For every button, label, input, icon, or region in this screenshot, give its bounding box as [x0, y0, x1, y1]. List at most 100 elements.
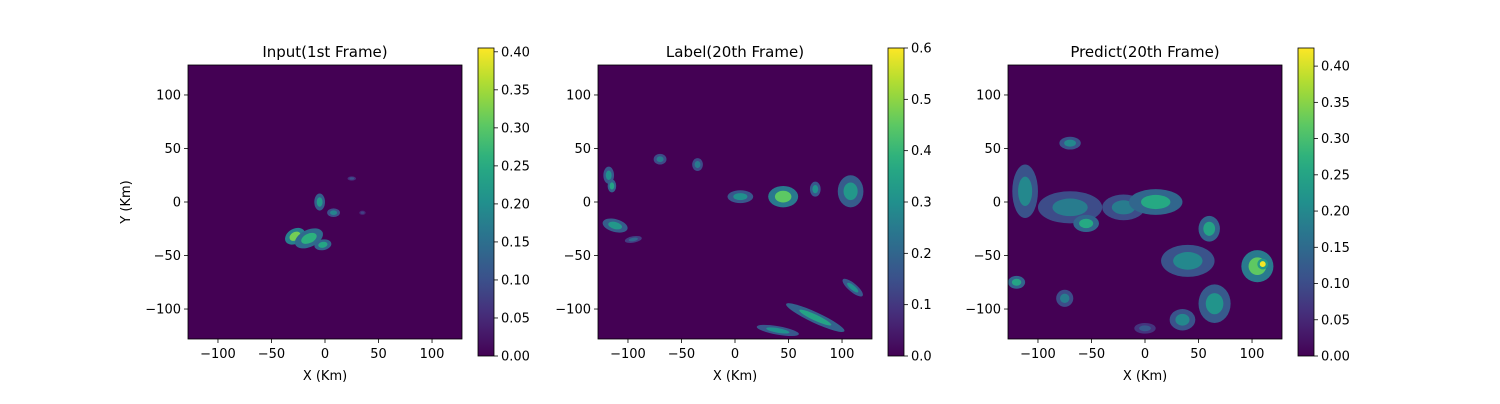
colorbar-tick-label: 0.25 [1321, 168, 1350, 183]
colorbar-tick-label: 0.0 [911, 350, 932, 365]
heatmap-cell-core [628, 237, 638, 242]
colorbar-tick-label: 0.30 [1321, 132, 1350, 147]
subplot-1: −100 −50 0 50 100 −100 −50 0 50 100 Input(1st Fram… [119, 43, 530, 384]
colorbar-tick-label: 0.25 [501, 159, 530, 174]
x-tick-label: −50 [1078, 347, 1105, 362]
heatmap-cell-core [1203, 221, 1216, 236]
colorbar-tick-label: 0.20 [501, 197, 530, 212]
subplot-title: Label(20th Frame) [666, 43, 804, 61]
y-tick-label: −50 [564, 249, 591, 264]
y-tick-label: 100 [156, 88, 181, 103]
heatmap-cell-core [1018, 176, 1033, 207]
heatmap-cell-core [360, 211, 365, 214]
x-tick-label: 0 [731, 347, 739, 362]
heatmap-cell-core [1064, 139, 1076, 147]
x-tick-label: 100 [420, 347, 445, 362]
colorbar-tick-label: 0.35 [501, 83, 530, 98]
colorbar-tick-label: 0.3 [911, 196, 932, 211]
heatmap-cell-core [1139, 325, 1151, 332]
heatmap-cell-core [316, 197, 323, 207]
heatmap-cell-core [1175, 313, 1190, 326]
colorbar-tick-label: 0.40 [1321, 60, 1350, 75]
y-tick-label: 50 [984, 142, 1001, 157]
subplot-title: Input(1st Frame) [262, 43, 387, 61]
heatmap-cell-core [608, 221, 623, 230]
x-tick-label: 50 [780, 347, 797, 362]
x-tick-label: −100 [200, 347, 236, 362]
x-tick-label: 0 [321, 347, 329, 362]
colorbar-tick-label: 0.2 [911, 247, 932, 262]
heatmap-cell-core [1140, 194, 1171, 210]
heatmap-cell-core [1052, 198, 1088, 217]
subplot-3: −100 −50 0 50 100 −100 −50 0 50 100 Predict(20th F… [965, 43, 1350, 384]
subplot-2: −100 −50 0 50 100 −100 −50 0 50 100 Label(20th Fra… [555, 42, 931, 385]
y-tick-label: 0 [173, 196, 181, 211]
heatmap-cell-core [812, 185, 819, 194]
x-tick-label: 100 [830, 347, 855, 362]
heatmap-cell-core [1060, 293, 1070, 304]
colorbar [1297, 47, 1315, 357]
colorbar-tick-label: 0.05 [501, 311, 530, 326]
heatmap-cell-core [1173, 252, 1203, 270]
colorbar-tick-label: 0.4 [911, 144, 932, 159]
colorbar-tick-label: 0.5 [911, 93, 932, 108]
y-tick-label: 100 [566, 88, 591, 103]
subplot-title: Predict(20th Frame) [1070, 43, 1219, 61]
y-tick-label: −100 [965, 303, 1001, 318]
colorbar-tick-label: 0.10 [1321, 277, 1350, 292]
colorbar-tick-label: 0.15 [501, 235, 530, 250]
heatmap-cell-core [843, 182, 858, 201]
heatmap-cell-core [733, 193, 748, 201]
colorbar [887, 47, 905, 357]
heatmap-cell-core [766, 327, 790, 334]
x-tick-label: −50 [258, 347, 285, 362]
colorbar-tick-label: 0.10 [501, 273, 530, 288]
heatmap-cell-core [847, 282, 859, 293]
y-axis-label: Y (Km) [119, 180, 134, 224]
heatmap-cell-core [330, 210, 338, 216]
y-tick-label: 0 [583, 196, 591, 211]
x-axis-label: X (Km) [303, 369, 347, 384]
heatmap-cell-core [694, 161, 701, 169]
colorbar-tick-label: 0.05 [1321, 313, 1350, 328]
y-tick-label: −100 [145, 303, 181, 318]
colorbar-tick-label: 0.15 [1321, 241, 1350, 256]
y-tick-label: 100 [976, 88, 1001, 103]
heatmap-cell-core [301, 232, 317, 244]
x-tick-label: 50 [1190, 347, 1207, 362]
heatmap-cell-core [609, 182, 615, 190]
heatmap-cell-core [1079, 218, 1094, 229]
colorbar-tick-label: 0.40 [501, 45, 530, 60]
heatmap-cell-core [605, 170, 612, 180]
heatmap-cell-core [774, 190, 792, 203]
y-tick-label: 50 [164, 142, 181, 157]
colorbar-tick-label: 0.20 [1321, 205, 1350, 220]
heatmap-echoes [602, 153, 864, 337]
heatmap-cell-core [799, 309, 832, 326]
colorbar-tick-label: 0.00 [1321, 350, 1350, 365]
y-tick-label: −50 [154, 249, 181, 264]
y-tick-label: −100 [555, 303, 591, 318]
x-tick-label: 100 [1240, 347, 1265, 362]
colorbar-tick-label: 0.6 [911, 42, 932, 57]
x-tick-label: 0 [1141, 347, 1149, 362]
colorbar-tick-label: 0.1 [911, 298, 932, 313]
heatmap-cell-core [1205, 293, 1224, 315]
x-tick-label: −100 [610, 347, 646, 362]
heatmap-cell-core [1259, 261, 1266, 268]
x-axis-label: X (Km) [1123, 369, 1167, 384]
heatmap-cell-core [318, 241, 328, 248]
heatmap-echoes [1008, 136, 1274, 334]
y-tick-label: 0 [993, 196, 1001, 211]
colorbar-tick-label: 0.35 [1321, 96, 1350, 111]
heatmap-cell-core [656, 156, 664, 163]
heatmap-echoes [285, 176, 366, 251]
colorbar-tick-label: 0.00 [501, 350, 530, 365]
colorbar [477, 47, 495, 357]
x-tick-label: −50 [668, 347, 695, 362]
y-tick-label: 50 [574, 142, 591, 157]
heatmap-cell-core [349, 177, 355, 180]
x-tick-label: 50 [370, 347, 387, 362]
